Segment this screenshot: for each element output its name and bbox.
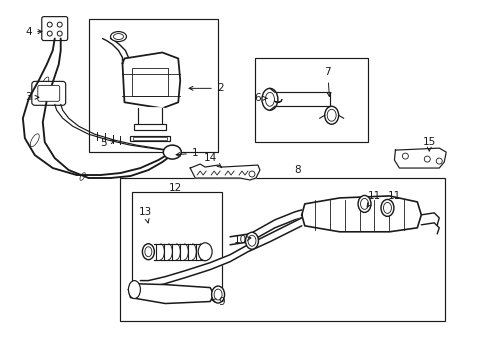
Bar [130, 136, 170, 141]
Bar [254, 58, 367, 142]
FancyBboxPatch shape [32, 81, 65, 105]
Ellipse shape [144, 247, 152, 257]
FancyBboxPatch shape [41, 17, 67, 41]
Ellipse shape [324, 106, 338, 124]
Polygon shape [55, 104, 174, 152]
Ellipse shape [245, 232, 258, 249]
Ellipse shape [142, 244, 154, 260]
Text: 6: 6 [254, 93, 266, 103]
Text: 5: 5 [100, 138, 115, 148]
Circle shape [424, 156, 429, 162]
Bar [133, 137, 167, 140]
Ellipse shape [380, 199, 393, 216]
Bar [132, 68, 168, 96]
Text: 3: 3 [25, 92, 39, 102]
Circle shape [57, 22, 62, 27]
Bar [269, 92, 329, 106]
Ellipse shape [80, 173, 85, 180]
Polygon shape [128, 282, 214, 303]
Polygon shape [301, 196, 421, 232]
Circle shape [47, 22, 52, 27]
FancyBboxPatch shape [38, 85, 60, 101]
Polygon shape [136, 108, 164, 124]
Ellipse shape [265, 92, 274, 106]
Circle shape [402, 153, 407, 159]
Text: 7: 7 [324, 67, 330, 96]
Ellipse shape [214, 289, 222, 300]
Circle shape [248, 171, 254, 177]
Text: 12: 12 [168, 183, 182, 193]
Ellipse shape [247, 235, 255, 246]
Ellipse shape [113, 33, 123, 40]
Polygon shape [122, 53, 180, 108]
Text: 11: 11 [387, 191, 400, 201]
Text: 2: 2 [189, 84, 223, 93]
Polygon shape [140, 218, 301, 288]
Text: 10: 10 [233, 235, 250, 245]
Text: 1: 1 [176, 148, 198, 158]
Ellipse shape [262, 88, 277, 110]
Polygon shape [190, 164, 260, 180]
Text: 14: 14 [203, 153, 221, 168]
Bar [88, 19, 218, 152]
Text: 15: 15 [422, 137, 435, 151]
Ellipse shape [198, 243, 212, 261]
Bar [132, 192, 222, 292]
Ellipse shape [326, 109, 335, 121]
Text: 4: 4 [25, 27, 42, 37]
Ellipse shape [128, 280, 140, 298]
Text: 9: 9 [211, 297, 225, 306]
Ellipse shape [110, 32, 126, 41]
Polygon shape [394, 148, 446, 168]
Text: 11: 11 [366, 191, 380, 207]
Text: 13: 13 [139, 207, 152, 223]
Ellipse shape [357, 195, 370, 212]
Ellipse shape [163, 145, 181, 159]
Ellipse shape [360, 198, 368, 210]
Circle shape [57, 31, 62, 36]
Text: 8: 8 [294, 165, 301, 175]
Ellipse shape [383, 202, 390, 213]
Bar [120, 178, 444, 321]
Ellipse shape [30, 134, 39, 147]
Bar [134, 124, 166, 130]
Circle shape [435, 158, 441, 164]
Polygon shape [102, 39, 128, 63]
Polygon shape [229, 210, 301, 245]
Ellipse shape [211, 286, 224, 303]
Polygon shape [23, 39, 174, 178]
Ellipse shape [42, 77, 49, 86]
Circle shape [47, 31, 52, 36]
